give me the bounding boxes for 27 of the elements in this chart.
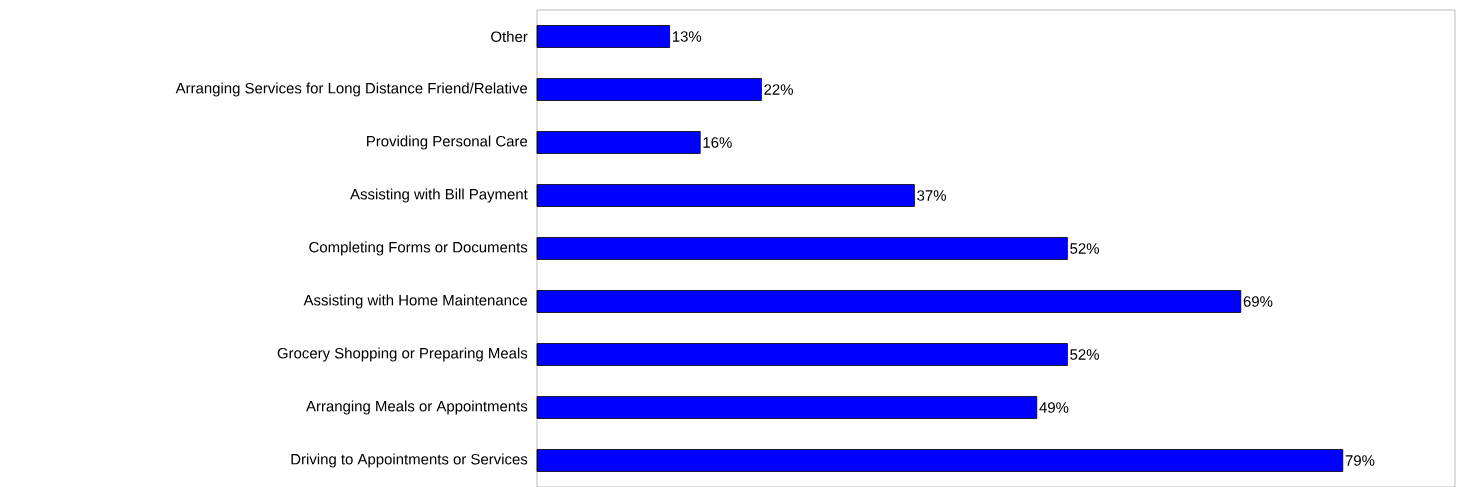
y-tick-label: Assisting with Bill Payment <box>350 188 528 203</box>
y-tick-label: Completing Forms or Documents <box>309 241 528 256</box>
data-label: 13% <box>672 31 702 42</box>
data-label: 49% <box>1039 402 1069 413</box>
y-tick-label: Other <box>491 30 528 42</box>
y-tick-label: Driving to Appointments or Services <box>291 453 528 468</box>
bar <box>536 25 670 48</box>
data-label: 79% <box>1345 455 1375 466</box>
bar <box>536 237 1068 260</box>
bar <box>536 343 1068 366</box>
bar <box>536 396 1038 419</box>
y-tick-label: Grocery Shopping or Preparing Meals <box>277 347 528 362</box>
data-label: 52% <box>1070 243 1099 254</box>
data-label: 69% <box>1243 296 1273 307</box>
data-label: 22% <box>764 84 793 95</box>
bar <box>536 290 1242 313</box>
bar <box>536 449 1344 472</box>
y-tick-label: Arranging Services for Long Distance Friend/Relative <box>175 82 528 97</box>
bar <box>536 78 762 101</box>
bar <box>536 184 915 207</box>
y-tick-label: Arranging Meals or Appointments <box>306 400 528 415</box>
data-label: 16% <box>703 137 732 148</box>
data-label: 37% <box>917 190 946 201</box>
y-tick-label: Providing Personal Care <box>367 135 528 150</box>
bar <box>536 131 701 154</box>
data-label: 52% <box>1070 349 1099 360</box>
y-tick-label: Assisting with Home Maintenance <box>303 294 528 309</box>
